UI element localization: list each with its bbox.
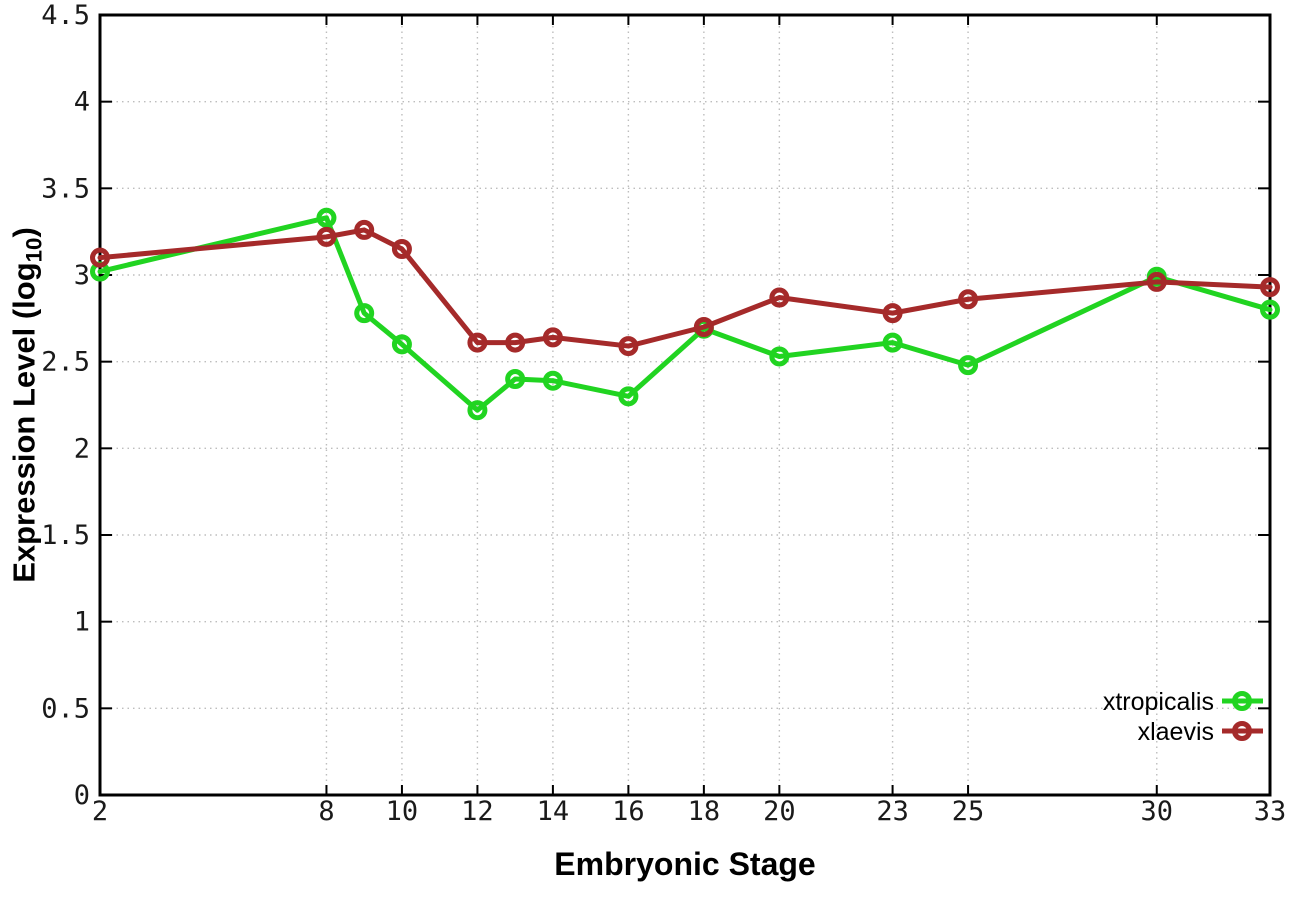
y-tick-label: 4 xyxy=(74,87,90,118)
x-tick-label: 8 xyxy=(318,796,334,827)
series-marker-xtropicalis xyxy=(542,370,563,391)
series-marker-xlaevis xyxy=(1260,277,1280,298)
x-tick-label: 10 xyxy=(386,796,419,827)
series-marker-xtropicalis xyxy=(467,400,488,421)
series-marker-xlaevis xyxy=(1146,271,1167,292)
x-tick-label: 14 xyxy=(537,796,570,827)
series-marker-xtropicalis xyxy=(769,346,790,367)
legend-label-xlaevis: xlaevis xyxy=(1138,718,1214,746)
series-marker-xlaevis xyxy=(467,332,488,353)
series-marker-xtropicalis xyxy=(618,386,639,407)
series-marker-xlaevis xyxy=(354,219,375,240)
x-tick-label: 33 xyxy=(1254,796,1287,827)
series-marker-xlaevis xyxy=(542,327,563,348)
x-tick-label: 23 xyxy=(876,796,909,827)
y-tick-label: 0.5 xyxy=(41,693,90,724)
x-tick-label: 25 xyxy=(952,796,985,827)
y-axis-label-text: Expression Level (log xyxy=(6,262,42,583)
y-tick-label: 1 xyxy=(74,607,90,638)
series-marker-xtropicalis xyxy=(391,334,412,355)
series-marker-xlaevis xyxy=(769,287,790,308)
x-tick-label: 20 xyxy=(763,796,796,827)
series-marker-xlaevis xyxy=(316,226,337,247)
series-marker-xtropicalis xyxy=(354,303,375,324)
y-axis-label-subscript: 10 xyxy=(21,237,47,263)
y-tick-label: 0 xyxy=(74,780,90,811)
y-tick-label: 4.5 xyxy=(41,0,90,31)
series-marker-xlaevis xyxy=(618,336,639,357)
series-marker-xtropicalis xyxy=(882,332,903,353)
series-marker-xtropicalis xyxy=(958,355,979,376)
series-marker-xtropicalis xyxy=(1260,299,1280,320)
series-marker-xlaevis xyxy=(505,332,526,353)
x-tick-label: 16 xyxy=(612,796,645,827)
legend-sample-marker-xtropicalis xyxy=(1232,691,1252,711)
series-marker-xlaevis xyxy=(958,289,979,310)
plot-border xyxy=(98,13,1272,797)
y-tick-label: 2.5 xyxy=(41,347,90,378)
series-marker-xlaevis xyxy=(90,247,110,268)
series-line-xtropicalis xyxy=(97,215,1273,413)
x-tick-label: 30 xyxy=(1141,796,1174,827)
y-tick-label: 1.5 xyxy=(41,520,90,551)
x-tick-label: 12 xyxy=(461,796,494,827)
series-marker-xlaevis xyxy=(882,303,903,324)
y-axis-label-suffix: ) xyxy=(6,227,42,238)
x-axis-label: Embryonic Stage xyxy=(554,846,816,882)
series-marker-xtropicalis xyxy=(316,207,337,228)
series-line-xlaevis xyxy=(97,227,1273,349)
legend-label-xtropicalis: xtropicalis xyxy=(1103,688,1214,716)
series-marker-xlaevis xyxy=(693,317,714,337)
y-axis-label: Expression Level (log10) xyxy=(6,227,47,583)
y-tick-label: 3 xyxy=(74,260,90,291)
y-tick-label: 2 xyxy=(74,433,90,464)
x-tick-label: 18 xyxy=(688,796,721,827)
x-tick-label: 2 xyxy=(92,796,108,827)
series-marker-xtropicalis xyxy=(505,369,526,389)
legend-sample-marker-xlaevis xyxy=(1232,721,1252,741)
y-tick-label: 3.5 xyxy=(41,173,90,204)
series-marker-xlaevis xyxy=(391,239,412,259)
